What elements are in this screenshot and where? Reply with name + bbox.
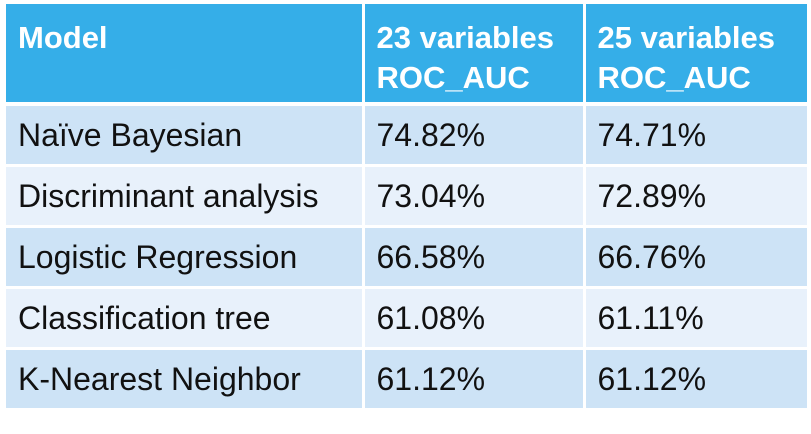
header-model: Model: [6, 4, 365, 106]
cell-roc-auc-23: 61.12%: [363, 348, 586, 411]
header-23-variables: 23 variables ROC_AUC: [363, 4, 586, 106]
cell-roc-auc-23: 73.04%: [363, 165, 586, 228]
header-row: Model 23 variables ROC_AUC 25 variables …: [6, 4, 807, 106]
table-row: Discriminant analysis 73.04% 72.89%: [6, 165, 807, 228]
header-model-label: Model: [18, 20, 108, 55]
cell-roc-auc-23: 74.82%: [363, 104, 586, 167]
cell-model: Classification tree: [6, 287, 365, 350]
cell-model: Discriminant analysis: [6, 165, 365, 228]
table-body: Naïve Bayesian 74.82% 74.71% Discriminan…: [6, 104, 807, 411]
table-row: Naïve Bayesian 74.82% 74.71%: [6, 104, 807, 167]
cell-model: Logistic Regression: [6, 226, 365, 289]
table-row: Logistic Regression 66.58% 66.76%: [6, 226, 807, 289]
cell-roc-auc-25: 72.89%: [584, 165, 807, 228]
cell-roc-auc-25: 66.76%: [584, 226, 807, 289]
results-table-container: Model 23 variables ROC_AUC 25 variables …: [6, 4, 807, 411]
roc-auc-table: Model 23 variables ROC_AUC 25 variables …: [6, 4, 807, 411]
cell-model: Naïve Bayesian: [6, 104, 365, 167]
cell-model: K-Nearest Neighbor: [6, 348, 365, 411]
cell-roc-auc-25: 74.71%: [584, 104, 807, 167]
header-23-variables-line1: 23 variables: [376, 20, 555, 55]
table-header: Model 23 variables ROC_AUC 25 variables …: [6, 4, 807, 106]
table-row: K-Nearest Neighbor 61.12% 61.12%: [6, 348, 807, 411]
header-25-variables-line1: 25 variables: [597, 20, 776, 55]
header-25-variables-line2: ROC_AUC: [597, 60, 751, 95]
cell-roc-auc-25: 61.12%: [584, 348, 807, 411]
header-25-variables: 25 variables ROC_AUC: [584, 4, 807, 106]
cell-roc-auc-25: 61.11%: [584, 287, 807, 350]
table-row: Classification tree 61.08% 61.11%: [6, 287, 807, 350]
cell-roc-auc-23: 61.08%: [363, 287, 586, 350]
cell-roc-auc-23: 66.58%: [363, 226, 586, 289]
header-23-variables-line2: ROC_AUC: [376, 60, 530, 95]
